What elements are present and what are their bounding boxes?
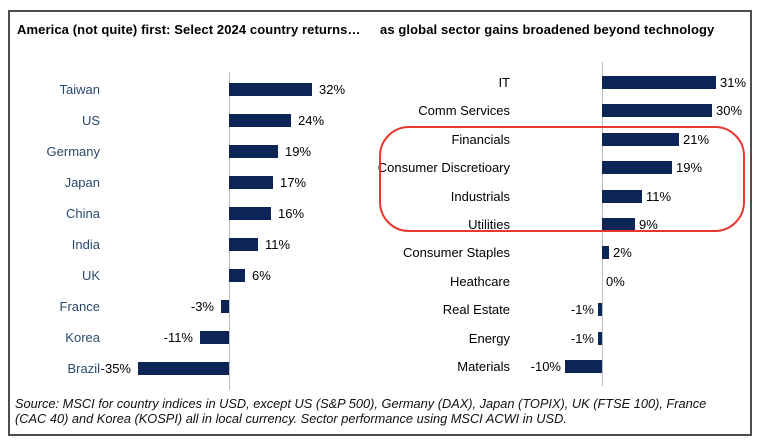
category-label: Consumer Discretioary xyxy=(377,160,510,175)
category-label: Financials xyxy=(451,132,510,147)
bar xyxy=(602,104,712,117)
value-label: 11% xyxy=(646,189,672,204)
left-chart-title: America (not quite) first: Select 2024 c… xyxy=(17,22,361,37)
value-label: -10% xyxy=(530,359,561,374)
category-label: France xyxy=(59,299,100,314)
axis-line xyxy=(229,72,230,390)
category-label: Heathcare xyxy=(450,274,510,289)
bar xyxy=(200,331,229,344)
bar xyxy=(598,303,602,316)
category-label: US xyxy=(81,113,100,128)
bar xyxy=(138,362,229,375)
category-label: Consumer Staples xyxy=(403,245,510,260)
bar xyxy=(229,207,271,220)
country-returns-bar-chart: Taiwan 32% US 24% Germany 19% Japan 17% China 16%… xyxy=(0,70,370,392)
bar xyxy=(229,238,258,251)
bar xyxy=(602,246,609,259)
value-label: 0% xyxy=(606,274,625,289)
bar xyxy=(229,145,278,158)
value-label: 32% xyxy=(319,82,346,97)
source-note-line1: Source: MSCI for country indices in USD,… xyxy=(15,396,707,411)
category-label: IT xyxy=(498,75,510,90)
source-note-line2: (CAC 40) and Korea (KOSPI) all in local … xyxy=(15,411,567,426)
bar xyxy=(229,176,273,189)
value-label: 9% xyxy=(639,217,658,232)
value-label: 24% xyxy=(298,113,325,128)
category-label: Japan xyxy=(64,175,100,190)
value-label: 31% xyxy=(720,75,747,90)
value-label: 21% xyxy=(683,132,710,147)
value-label: -11% xyxy=(163,330,193,345)
category-label: Utilities xyxy=(468,217,510,232)
bar xyxy=(602,161,672,174)
bar xyxy=(602,218,635,231)
category-label: UK xyxy=(81,268,100,283)
bar xyxy=(565,360,602,373)
category-label: Energy xyxy=(468,331,510,346)
source-note: Source: MSCI for country indices in USD,… xyxy=(15,396,747,426)
category-label: Industrials xyxy=(450,189,510,204)
bar xyxy=(602,190,642,203)
bar xyxy=(602,76,716,89)
category-label: Materials xyxy=(457,359,510,374)
value-label: -35% xyxy=(100,361,131,376)
category-label: Korea xyxy=(65,330,100,345)
value-label: -1% xyxy=(570,331,594,346)
category-label: Comm Services xyxy=(418,103,510,118)
bar xyxy=(598,332,602,345)
right-chart-title: as global sector gains broadened beyond … xyxy=(380,22,715,37)
bar xyxy=(229,269,245,282)
value-label: 19% xyxy=(676,160,703,175)
bar xyxy=(229,114,291,127)
value-label: 2% xyxy=(613,245,632,260)
value-label: 6% xyxy=(252,268,271,283)
category-label: India xyxy=(71,237,100,252)
value-label: 19% xyxy=(285,144,312,159)
value-label: -1% xyxy=(570,302,594,317)
category-label: Taiwan xyxy=(59,82,100,97)
category-label: Real Estate xyxy=(442,302,510,317)
value-label: 16% xyxy=(278,206,305,221)
category-label: Brazil xyxy=(67,361,100,376)
category-label: Germany xyxy=(46,144,100,159)
value-label: 11% xyxy=(265,237,291,252)
bar xyxy=(602,133,679,146)
value-label: 17% xyxy=(280,175,307,190)
category-label: China xyxy=(66,206,100,221)
value-label: 30% xyxy=(716,103,743,118)
value-label: -3% xyxy=(190,299,214,314)
sector-returns-bar-chart: IT 31% Comm Services 30% Financials 21% Consum… xyxy=(377,60,753,388)
bar xyxy=(229,83,312,96)
bar xyxy=(221,300,229,313)
